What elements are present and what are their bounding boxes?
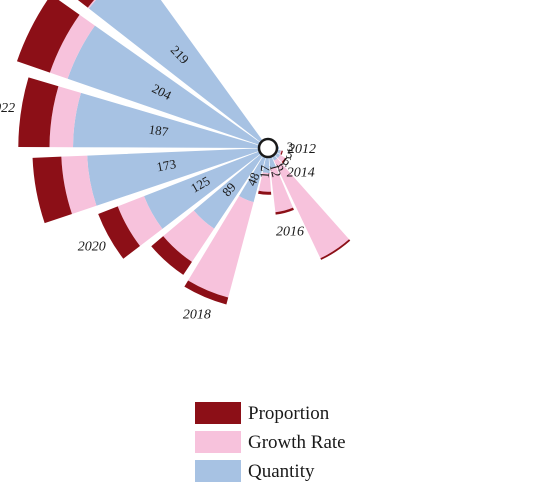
year-labels: 2012201420162018202020222024 [0, 101, 316, 323]
year-label-2016: 2016 [276, 224, 304, 239]
wedge-growth-rate-2019 [163, 210, 215, 262]
wedge-growth-rate-2015 [274, 158, 350, 259]
value-label-2021: 173 [155, 156, 177, 174]
legend-swatch-proportion [195, 402, 241, 424]
value-label-2013: 5 [284, 146, 295, 162]
wedge-proportion-2024 [77, 0, 95, 8]
wedge-growth-rate-2017 [258, 172, 272, 192]
wedge-quantity-2020 [144, 150, 262, 229]
wedges [16, 0, 351, 305]
wedge-proportion-2013 [280, 150, 283, 155]
year-label-2014: 2014 [287, 166, 315, 181]
year-label-2012: 2012 [288, 142, 316, 157]
wedge-growth-rate-2016 [270, 166, 294, 213]
wedge-growth-rate-2021 [61, 155, 97, 214]
center-hole [257, 137, 279, 159]
wedge-growth-rate-2018 [188, 195, 254, 298]
wedge-growth-rate-2023 [49, 14, 95, 79]
legend-label-growth-rate: Growth Rate [248, 432, 346, 453]
value-label-2017: 17 [257, 164, 273, 179]
wedge-proportion-2022 [18, 77, 59, 148]
wedge-quantity-2018 [239, 154, 266, 203]
wedge-proportion-2015 [320, 239, 351, 260]
wedge-proportion-2023 [16, 0, 80, 73]
year-label-2018: 2018 [183, 308, 211, 323]
wedge-proportion-2020 [98, 206, 140, 259]
value-label-2022: 187 [148, 122, 170, 140]
wedge-growth-rate-2020 [117, 196, 163, 246]
value-label-2018: 48 [244, 170, 263, 188]
wedge-proportion-2017 [258, 190, 272, 195]
legend-swatch-quantity [195, 460, 241, 482]
wedge-quantity-2021 [87, 148, 261, 206]
wedge-proportion-2018 [184, 280, 229, 305]
wedge-quantity-2017 [262, 155, 270, 173]
value-label-2012: 3 [287, 139, 294, 154]
wedge-quantity-2019 [193, 153, 264, 229]
wedge-proportion-2019 [151, 236, 192, 275]
wedge-proportion-2021 [32, 156, 72, 224]
wedge-growth-rate-2013 [279, 150, 282, 155]
wedge-quantity-2023 [67, 25, 262, 146]
legend-label-quantity: Quantity [248, 461, 315, 482]
wedge-growth-rate-2024 [87, 0, 96, 9]
wedge-growth-rate-2014 [277, 154, 286, 163]
wedge-growth-rate-2022 [49, 86, 81, 148]
wedge-proportion-2016 [275, 207, 294, 215]
legend-swatch-growth-rate [195, 431, 241, 453]
wedge-proportion-2014 [281, 157, 287, 164]
legend-label-proportion: Proportion [248, 403, 330, 424]
value-label-2016: 12 [267, 162, 285, 178]
legend: Proportion Growth Rate Quantity [195, 402, 346, 482]
wedge-quantity-2022 [73, 92, 261, 148]
wedge-quantity-2016 [268, 155, 276, 168]
year-label-2020: 2020 [78, 239, 106, 254]
wedge-quantity-2024 [88, 0, 264, 144]
